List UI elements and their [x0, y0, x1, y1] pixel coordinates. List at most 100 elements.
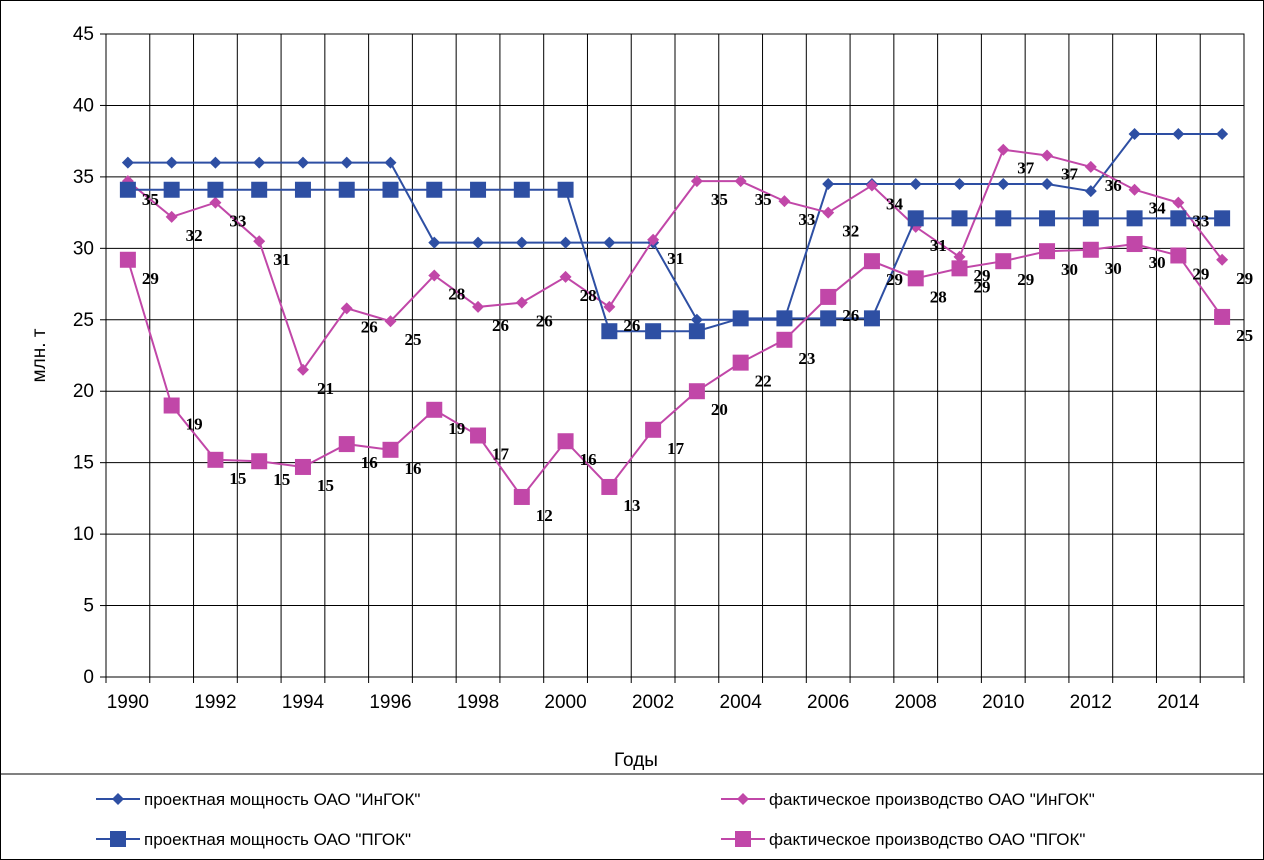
- data-point: [1214, 308, 1231, 325]
- series-3: [119, 236, 1231, 505]
- x-tick-label: 2014: [1157, 692, 1200, 713]
- data-point: [997, 143, 1010, 156]
- data-point: [1170, 247, 1187, 264]
- y-tick-label: 10: [73, 524, 94, 545]
- data-label: 15: [273, 470, 290, 489]
- data-label: 15: [317, 476, 334, 495]
- data-point: [163, 397, 180, 414]
- axes: 0 5 10 15 20 25 30 35 40 45 1990 1992 1994 1996 1998 20…: [73, 24, 1245, 713]
- legend-label: проектная мощность ОАО "ПГОК": [144, 830, 411, 849]
- legend-label: проектная мощность ОАО "ИнГОК": [144, 790, 420, 809]
- data-point: [863, 253, 880, 270]
- data-label: 16: [580, 450, 597, 469]
- data-point: [251, 453, 268, 470]
- data-point: [822, 178, 835, 191]
- data-label: 16: [361, 453, 378, 472]
- data-label: 25: [405, 330, 422, 349]
- data-label: 35: [755, 190, 772, 209]
- data-point: [688, 323, 705, 340]
- series: [119, 128, 1231, 505]
- data-point: [1041, 149, 1054, 162]
- data-point: [776, 310, 793, 327]
- data-label: 35: [142, 190, 159, 209]
- data-label: 26: [536, 312, 553, 331]
- legend-marker: [737, 793, 749, 805]
- data-point: [209, 156, 222, 169]
- series-1: [121, 143, 1229, 376]
- data-point: [1172, 128, 1185, 141]
- data-point: [253, 235, 266, 248]
- data-point: [253, 156, 266, 169]
- x-axis-title: Годы: [614, 750, 658, 771]
- data-point: [338, 436, 355, 453]
- data-label: 26: [492, 316, 509, 335]
- data-label: 32: [842, 222, 859, 241]
- data-point: [953, 250, 966, 263]
- x-tick-label: 2008: [895, 692, 937, 713]
- data-point: [732, 310, 749, 327]
- data-point: [338, 181, 355, 198]
- y-tick-label: 30: [73, 238, 94, 259]
- data-label: 34: [1149, 199, 1167, 218]
- data-point: [296, 363, 309, 376]
- data-label: 22: [755, 372, 772, 391]
- data-label: 12: [536, 506, 553, 525]
- data-point: [294, 458, 311, 475]
- data-label: 31: [930, 236, 947, 255]
- data-point: [1041, 178, 1054, 191]
- data-point: [647, 233, 660, 246]
- data-point: [688, 383, 705, 400]
- data-label: 26: [842, 306, 859, 325]
- data-label: 23: [798, 349, 815, 368]
- data-point: [951, 260, 968, 277]
- legend-label: фактическое производство ОАО "ПГОК": [769, 830, 1085, 849]
- data-label: 30: [1105, 259, 1122, 278]
- data-point: [645, 421, 662, 438]
- data-label: 17: [492, 445, 510, 464]
- data-point: [1172, 196, 1185, 209]
- data-label: 36: [1105, 176, 1122, 195]
- data-label: 30: [1149, 253, 1166, 272]
- data-label: 17: [667, 439, 685, 458]
- series-line: [127, 148, 1223, 372]
- x-tick-label: 2004: [720, 692, 763, 713]
- data-label: 32: [186, 226, 203, 245]
- x-tick-label: 1996: [369, 692, 411, 713]
- data-point: [603, 236, 616, 249]
- data-point: [428, 269, 441, 282]
- y-tick-label: 0: [83, 667, 94, 688]
- data-point: [428, 236, 441, 249]
- data-label: 35: [711, 190, 728, 209]
- data-label: 33: [1192, 212, 1209, 231]
- data-label: 29: [886, 270, 903, 289]
- legend-label: фактическое производство ОАО "ИнГОК": [769, 790, 1095, 809]
- x-tick-label: 2012: [1070, 692, 1112, 713]
- data-label: 21: [317, 379, 334, 398]
- data-point: [820, 310, 837, 327]
- y-tick-label: 25: [73, 310, 94, 331]
- data-point: [690, 313, 703, 326]
- x-tick-label: 2010: [982, 692, 1024, 713]
- data-point: [1084, 160, 1097, 173]
- data-point: [165, 210, 178, 223]
- data-point: [1039, 243, 1056, 260]
- data-point: [384, 315, 397, 328]
- data-point: [995, 253, 1012, 270]
- data-point: [1216, 128, 1229, 141]
- data-label: 33: [798, 210, 815, 229]
- data-point: [820, 288, 837, 305]
- legend-item-3: фактическое производство ОАО "ПГОК": [721, 830, 1085, 849]
- data-point: [1128, 183, 1141, 196]
- y-tick-label: 35: [73, 167, 94, 188]
- data-point: [121, 156, 134, 169]
- data-point: [997, 178, 1010, 191]
- data-point: [209, 196, 222, 209]
- legend-marker: [112, 793, 124, 805]
- series-line: [127, 133, 1223, 321]
- y-tick-label: 40: [73, 95, 94, 116]
- data-point: [1084, 185, 1097, 198]
- legend-item-0: проектная мощность ОАО "ИнГОК": [96, 790, 420, 809]
- data-label: 26: [623, 316, 640, 335]
